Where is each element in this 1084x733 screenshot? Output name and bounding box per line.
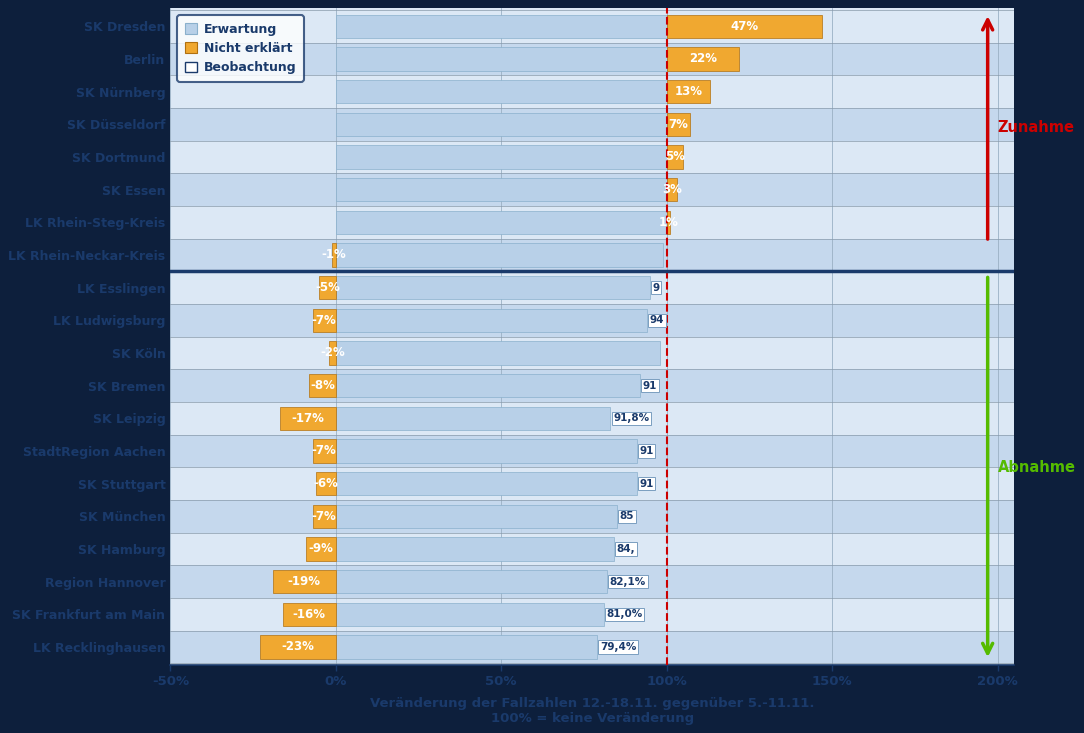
Bar <box>336 504 617 528</box>
Text: 9: 9 <box>653 283 660 292</box>
Text: -2%: -2% <box>320 347 345 359</box>
Text: 91: 91 <box>643 380 657 391</box>
Bar <box>336 407 610 430</box>
Bar <box>154 402 1047 435</box>
Text: -6%: -6% <box>313 477 338 490</box>
Bar <box>667 178 676 202</box>
Bar <box>336 243 663 267</box>
Bar <box>154 435 1047 468</box>
Text: -17%: -17% <box>292 412 324 425</box>
Bar <box>283 603 336 626</box>
Bar <box>154 239 1047 271</box>
Bar <box>273 570 336 594</box>
Bar <box>154 468 1047 500</box>
Bar <box>336 276 650 299</box>
X-axis label: Veränderung der Fallzahlen 12.-18.11. gegenüber 5.-11.11.
100% = keine Veränderu: Veränderung der Fallzahlen 12.-18.11. ge… <box>370 696 814 725</box>
Bar <box>667 15 822 38</box>
Bar <box>336 309 647 332</box>
Text: 5%: 5% <box>664 150 685 163</box>
Text: 13%: 13% <box>674 85 702 98</box>
Text: -23%: -23% <box>281 641 314 653</box>
Bar <box>336 472 637 496</box>
Bar <box>154 271 1047 304</box>
Bar <box>336 80 667 103</box>
Bar <box>312 504 336 528</box>
Text: -5%: -5% <box>315 281 340 294</box>
Text: 84,: 84, <box>617 544 635 554</box>
Bar <box>309 374 336 397</box>
Bar <box>154 141 1047 173</box>
Text: 82,1%: 82,1% <box>610 577 646 586</box>
Bar <box>330 341 336 365</box>
Text: -1%: -1% <box>322 248 347 262</box>
Bar <box>312 309 336 332</box>
Bar <box>336 178 667 202</box>
Text: Abnahme: Abnahme <box>997 460 1075 475</box>
Text: 47%: 47% <box>731 20 759 33</box>
Bar <box>336 15 667 38</box>
Bar <box>154 598 1047 630</box>
Text: -7%: -7% <box>312 444 336 457</box>
Bar <box>154 108 1047 141</box>
Text: 91: 91 <box>640 479 654 489</box>
Bar <box>154 304 1047 336</box>
Bar <box>333 243 336 267</box>
Bar <box>336 145 667 169</box>
Bar <box>306 537 336 561</box>
Bar <box>154 10 1047 43</box>
Text: 79,4%: 79,4% <box>599 642 636 652</box>
Text: 91,8%: 91,8% <box>614 413 649 423</box>
Bar <box>154 336 1047 369</box>
Bar <box>154 43 1047 75</box>
Bar <box>154 369 1047 402</box>
Bar <box>154 173 1047 206</box>
Text: 7%: 7% <box>669 118 688 130</box>
Bar <box>667 47 739 70</box>
Text: -9%: -9% <box>309 542 333 556</box>
Bar <box>336 537 614 561</box>
Text: -19%: -19% <box>288 575 321 588</box>
Bar <box>336 636 597 659</box>
Bar <box>336 603 604 626</box>
Bar <box>154 206 1047 239</box>
Bar <box>336 570 607 594</box>
Bar <box>336 341 660 365</box>
Bar <box>154 75 1047 108</box>
Text: 91: 91 <box>640 446 654 456</box>
Bar <box>154 630 1047 663</box>
Text: 94: 94 <box>649 315 664 325</box>
Bar <box>336 210 667 234</box>
Bar <box>315 472 336 496</box>
Bar <box>667 145 683 169</box>
Bar <box>260 636 336 659</box>
Bar <box>667 113 689 136</box>
Text: -7%: -7% <box>312 509 336 523</box>
Bar <box>336 113 667 136</box>
Bar <box>336 47 667 70</box>
Bar <box>312 439 336 463</box>
Text: 1%: 1% <box>658 216 679 229</box>
Bar <box>319 276 336 299</box>
Bar <box>154 565 1047 598</box>
Bar <box>667 210 670 234</box>
Legend: Erwartung, Nicht erklärt, Beobachtung: Erwartung, Nicht erklärt, Beobachtung <box>178 15 304 82</box>
Bar <box>667 80 710 103</box>
Text: 22%: 22% <box>689 53 718 65</box>
Text: -8%: -8% <box>310 379 335 392</box>
Text: Zunahme: Zunahme <box>997 120 1074 135</box>
Text: 85: 85 <box>620 512 634 521</box>
Bar <box>280 407 336 430</box>
Bar <box>154 500 1047 533</box>
Bar <box>154 533 1047 565</box>
Text: 81,0%: 81,0% <box>606 609 643 619</box>
Bar <box>336 439 637 463</box>
Text: -7%: -7% <box>312 314 336 327</box>
Bar <box>336 374 641 397</box>
Text: -16%: -16% <box>293 608 326 621</box>
Text: 3%: 3% <box>661 183 682 196</box>
